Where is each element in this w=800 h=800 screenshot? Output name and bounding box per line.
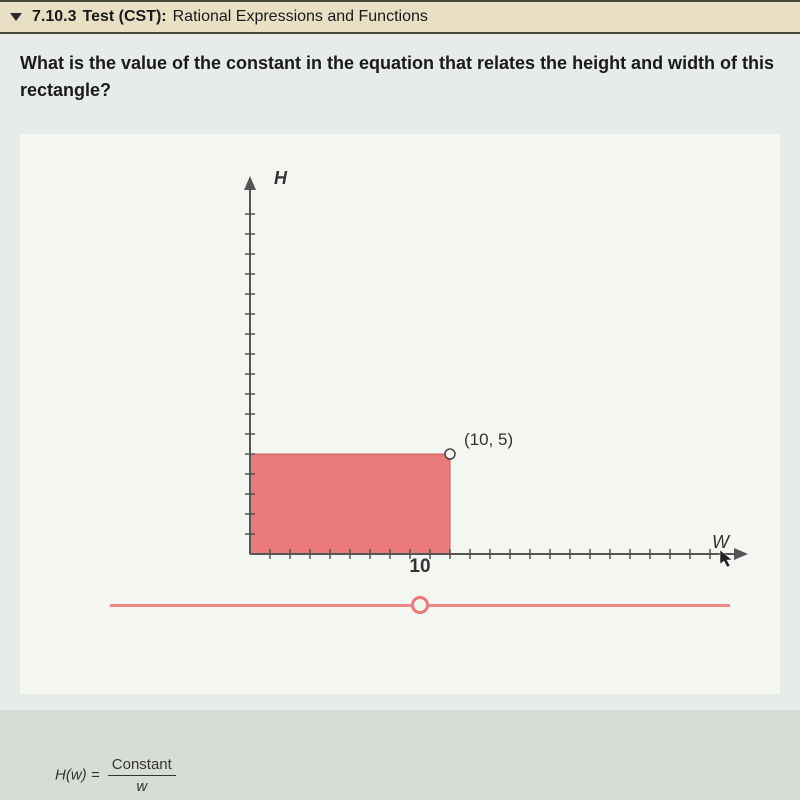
slider[interactable]: 10 bbox=[110, 584, 730, 634]
formula-numerator: Constant bbox=[108, 756, 176, 776]
test-header: 7.10.3 Test (CST): Rational Expressions … bbox=[0, 0, 800, 34]
test-label: Test (CST): bbox=[82, 8, 166, 26]
question-text: What is the value of the constant in the… bbox=[20, 50, 780, 104]
formula-lhs: H(w) = bbox=[55, 766, 100, 783]
dropdown-icon[interactable] bbox=[10, 13, 22, 21]
point-marker bbox=[445, 449, 455, 459]
point-label: (10, 5) bbox=[464, 430, 513, 450]
slider-handle[interactable] bbox=[411, 596, 429, 614]
formula: H(w) = Constant w bbox=[55, 756, 176, 795]
test-number: 7.10.3 bbox=[32, 8, 76, 26]
y-axis-label: H bbox=[274, 168, 287, 189]
formula-fraction: Constant w bbox=[108, 756, 176, 795]
slider-value-label: 10 bbox=[409, 556, 430, 578]
test-subtitle: Rational Expressions and Functions bbox=[173, 8, 428, 26]
formula-denominator: w bbox=[108, 776, 176, 795]
y-axis-arrow-icon bbox=[244, 176, 256, 190]
content-area: What is the value of the constant in the… bbox=[0, 34, 800, 710]
chart-container: H W (10, 5) 10 bbox=[20, 134, 780, 694]
rectangle-shape bbox=[250, 454, 450, 554]
x-axis-arrow-icon bbox=[734, 548, 748, 560]
cursor-icon bbox=[719, 549, 735, 569]
